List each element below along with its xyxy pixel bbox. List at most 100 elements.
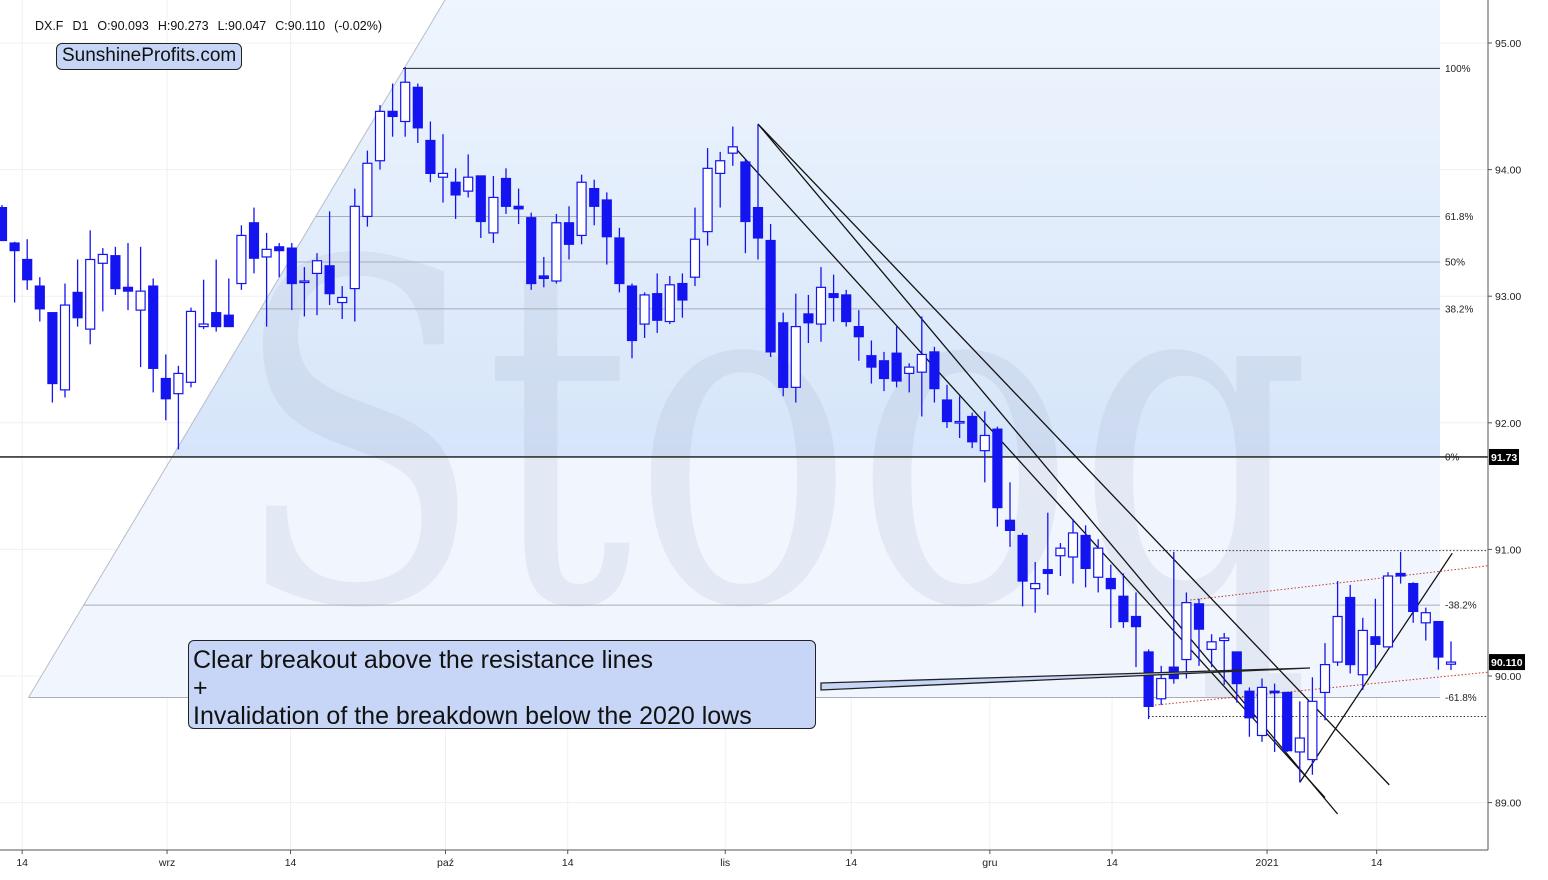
- candle: [1055, 543, 1066, 576]
- candle-body-down: [803, 313, 814, 324]
- candle-body-up: [198, 323, 209, 328]
- x-tick-label: 14: [285, 857, 297, 869]
- y-tick-label: 93.00: [1495, 291, 1521, 303]
- candle: [400, 67, 411, 137]
- fib-level-label: -61.8%: [1445, 693, 1477, 704]
- trendline-solid[interactable]: [734, 147, 1326, 798]
- candle-body-down: [626, 285, 638, 342]
- candle: [639, 292, 650, 338]
- candle-body-up: [236, 234, 247, 285]
- candle: [261, 232, 272, 327]
- candle-body-up: [815, 286, 827, 325]
- candle: [677, 273, 688, 318]
- candle: [1130, 592, 1142, 668]
- candle-body-up: [1206, 641, 1217, 651]
- candle-body-up: [979, 434, 990, 452]
- candle: [1143, 649, 1154, 720]
- y-tick-label: 95.00: [1495, 38, 1521, 50]
- brand-label: SunshineProfits.com: [56, 43, 243, 70]
- candle-body-down: [1004, 519, 1016, 532]
- trendline-solid[interactable]: [757, 123, 1339, 815]
- candle-body-down: [122, 286, 134, 292]
- high-value: H:90.273: [157, 19, 209, 33]
- candle-body-down: [110, 255, 121, 290]
- candle: [1181, 592, 1192, 679]
- candle: [752, 124, 764, 260]
- candle-body-up: [639, 294, 650, 325]
- candle-body-up: [1030, 582, 1041, 590]
- candle-body-down: [526, 217, 537, 285]
- candle-body-down: [941, 399, 953, 423]
- callout-line-1: Clear breakout above the resistance line…: [193, 646, 653, 674]
- candle-body-down: [853, 325, 864, 338]
- candle-body-up: [1357, 629, 1368, 676]
- candle: [374, 105, 386, 170]
- candle-body-down: [47, 312, 58, 385]
- close-value: C:90.110: [275, 19, 326, 33]
- candle: [815, 267, 827, 342]
- candle: [1420, 607, 1431, 641]
- candle: [160, 354, 171, 421]
- candle-body-down: [1130, 615, 1142, 628]
- candle: [72, 259, 83, 327]
- candle: [1193, 598, 1205, 666]
- candle-body-up: [904, 366, 915, 375]
- candle-body-up: [97, 253, 108, 264]
- candle: [311, 253, 323, 316]
- candle: [652, 273, 663, 333]
- candle-body-down: [1105, 577, 1116, 590]
- candle: [1105, 564, 1116, 628]
- candle: [526, 212, 537, 290]
- candle: [1206, 634, 1217, 668]
- candle: [286, 243, 297, 311]
- candle: [450, 168, 461, 219]
- candle-body-up: [702, 167, 713, 233]
- candle: [538, 256, 549, 288]
- candle: [1319, 643, 1331, 721]
- candle-body-up: [135, 290, 146, 311]
- candle: [967, 412, 978, 449]
- candle: [248, 207, 260, 274]
- candle: [1231, 651, 1242, 703]
- price-marker-box: [1489, 654, 1525, 671]
- candle: [122, 243, 134, 311]
- candle-body-down: [752, 206, 764, 239]
- candle: [135, 246, 146, 368]
- candle: [463, 154, 474, 198]
- candle-body-up: [1420, 612, 1431, 624]
- candle-body-up: [954, 420, 965, 424]
- candle: [9, 241, 20, 303]
- candle: [563, 206, 575, 260]
- trendlines[interactable]: [734, 123, 1488, 815]
- candle: [765, 224, 776, 357]
- candle: [614, 227, 625, 293]
- candle: [778, 312, 789, 397]
- candle: [22, 239, 33, 290]
- candle: [715, 151, 726, 208]
- candle-body-down: [1118, 595, 1129, 623]
- candle: [349, 188, 360, 322]
- candle-body-up: [261, 248, 272, 258]
- fib-zone-upper: [172, 0, 1441, 457]
- candle: [1382, 572, 1394, 648]
- y-tick-label: 92.00: [1495, 418, 1521, 430]
- candle-body-up: [664, 284, 675, 323]
- candle-body-up: [59, 304, 71, 391]
- candle-body-up: [374, 110, 386, 162]
- trendline-solid[interactable]: [757, 123, 1390, 786]
- candle-body-down: [778, 322, 789, 388]
- candle-body-down: [1269, 690, 1280, 694]
- candle-body-up: [916, 353, 927, 373]
- candle: [803, 294, 814, 344]
- symbol-info-bar: DX.F D1 O:90.093 H:90.273 L:90.047 C:90.110 (-…: [28, 5, 391, 33]
- candle-body-up: [463, 176, 474, 192]
- candle-body-up: [85, 258, 96, 330]
- candle-body-down: [1244, 690, 1255, 719]
- candle-body-up: [185, 310, 197, 383]
- candle: [941, 384, 953, 428]
- candle: [110, 246, 121, 295]
- candle-body-down: [614, 237, 625, 285]
- trendline-dotted-red[interactable]: [1190, 565, 1488, 601]
- x-tick-label: gru: [982, 857, 997, 869]
